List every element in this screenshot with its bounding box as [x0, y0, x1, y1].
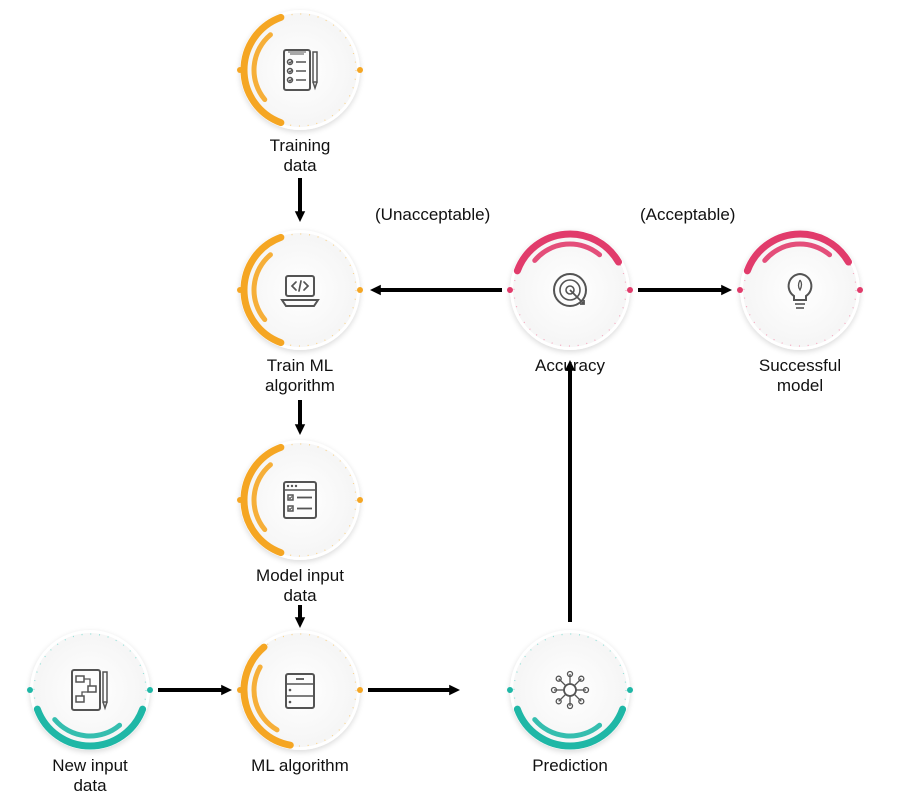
ring-dot-left	[237, 287, 243, 293]
edge-training_data-to-train_ml	[288, 166, 312, 234]
ring-dot-right	[357, 497, 363, 503]
edge-prediction-to-accuracy	[558, 348, 582, 634]
node-new-input: New inputdata	[30, 630, 150, 797]
node-circle	[240, 230, 360, 350]
edge-new_input-to-ml_algorithm	[146, 678, 244, 702]
node-successful: Successfulmodel	[740, 230, 860, 397]
ring-dot-left	[27, 687, 33, 693]
node-label: ML algorithm	[240, 756, 360, 776]
ring-dot-left	[507, 687, 513, 693]
ring-dot-right	[357, 67, 363, 73]
edge-accuracy-to-train_ml	[358, 278, 514, 302]
node-circle	[510, 630, 630, 750]
graph-icon	[546, 666, 594, 714]
edge-model_input-to-ml_algorithm	[288, 593, 312, 640]
node-circle	[740, 230, 860, 350]
node-circle	[30, 630, 150, 750]
edge-train_ml-to-model_input	[288, 388, 312, 447]
ring-dot-right	[627, 687, 633, 693]
ring-dot-left	[237, 67, 243, 73]
edge-label: (Unacceptable)	[375, 205, 490, 225]
drawer-icon	[276, 666, 324, 714]
ml-flowchart: Trainingdata Train MLalgorithm	[0, 0, 901, 765]
node-circle	[240, 630, 360, 750]
form-icon	[276, 476, 324, 524]
node-label: Prediction	[510, 756, 630, 776]
node-circle	[510, 230, 630, 350]
node-model-input: Model inputdata	[240, 440, 360, 607]
node-circle	[240, 10, 360, 130]
node-training-data: Trainingdata	[240, 10, 360, 177]
ring-dot-left	[237, 497, 243, 503]
node-circle	[240, 440, 360, 560]
node-label: Successfulmodel	[740, 356, 860, 397]
ring-dot-right	[857, 287, 863, 293]
node-train-ml: Train MLalgorithm	[240, 230, 360, 397]
laptop-code-icon	[276, 266, 324, 314]
bulb-icon	[776, 266, 824, 314]
edge-accuracy-to-successful	[626, 278, 744, 302]
node-label: New inputdata	[30, 756, 150, 797]
checklist-icon	[276, 46, 324, 94]
node-ml-algorithm: ML algorithm	[240, 630, 360, 776]
node-prediction: Prediction	[510, 630, 630, 776]
edge-label: (Acceptable)	[640, 205, 735, 225]
edge-ml_algorithm-to-prediction	[356, 678, 472, 702]
target-icon	[546, 266, 594, 314]
flowdoc-icon	[66, 666, 114, 714]
